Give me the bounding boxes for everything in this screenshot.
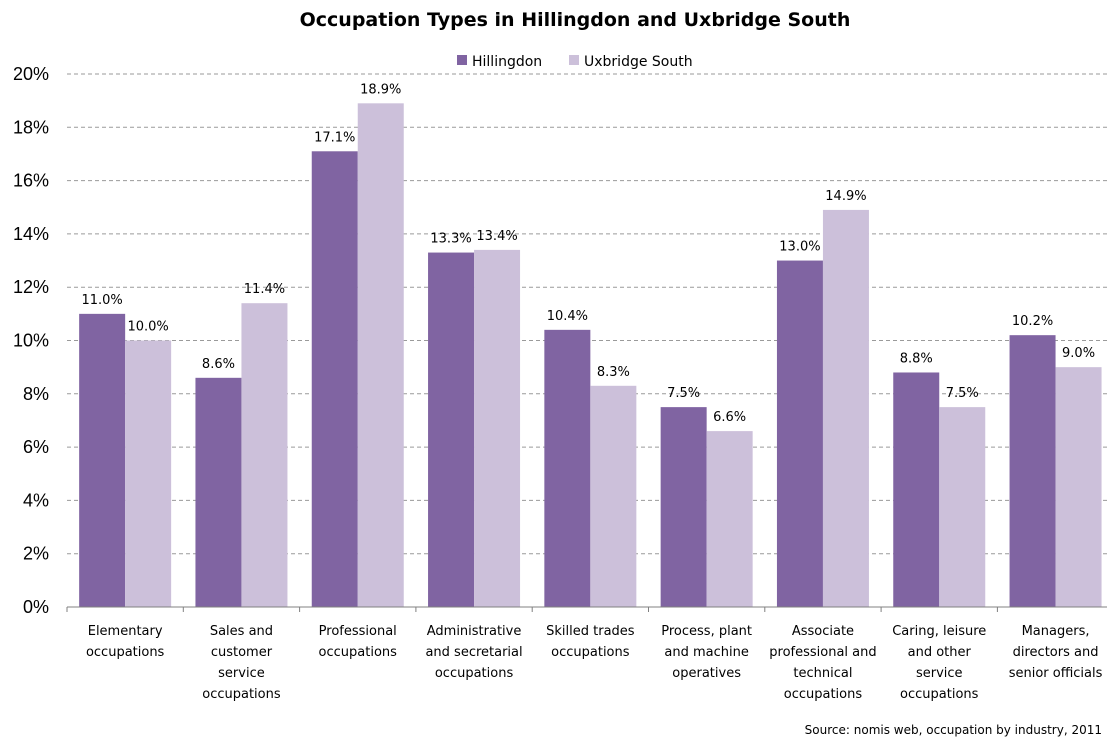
x-category-label-line: directors and xyxy=(1013,645,1099,660)
data-label-hillingdon: 13.0% xyxy=(779,240,820,255)
x-category-label-line: and secretarial xyxy=(425,645,522,660)
x-category-label-line: Sales and xyxy=(210,624,273,639)
y-tick-label: 6% xyxy=(23,437,49,457)
y-tick-label: 12% xyxy=(13,277,49,297)
x-category-label-line: occupations xyxy=(551,645,630,660)
x-category-label-line: Process, plant xyxy=(661,624,752,639)
y-tick-label: 4% xyxy=(23,490,49,510)
x-category-label: Skilled trades occupations xyxy=(546,624,635,660)
legend-swatch-uxbridge-south xyxy=(569,55,579,65)
x-category-label-line: occupations xyxy=(435,666,514,681)
bar-uxbridge-south xyxy=(1055,367,1102,607)
x-category-label-line: Elementary xyxy=(88,624,163,639)
y-tick-label: 14% xyxy=(13,224,49,244)
x-category-label-line: service xyxy=(218,666,265,681)
x-category-label: Caring, leisure and other service occupatio… xyxy=(892,624,986,702)
bar-uxbridge-south xyxy=(706,431,753,607)
bar-hillingdon xyxy=(195,377,242,607)
data-label-uxbridge-south: 11.4% xyxy=(244,282,285,297)
x-category-label-line: customer xyxy=(211,645,273,660)
y-tick-label: 16% xyxy=(13,171,49,191)
x-category-label-line: occupations xyxy=(900,687,979,702)
x-category-label-line: occupations xyxy=(86,645,165,660)
data-labels: 11.0% 10.0% 8.6% 11.4% 17.1% 18.9% 13.3% 13.4% 1… xyxy=(81,82,1095,425)
x-category-label: Administrative and secretarial occupations xyxy=(425,624,522,681)
data-label-uxbridge-south: 9.0% xyxy=(1062,346,1095,361)
bar-uxbridge-south xyxy=(590,385,637,607)
x-category-label-line: Skilled trades xyxy=(546,624,635,639)
x-category-label: Professional occupations xyxy=(319,624,398,660)
bar-uxbridge-south xyxy=(939,407,986,607)
x-category-label-line: occupations xyxy=(784,687,863,702)
x-category-label: Sales and customer service occupations xyxy=(202,624,281,702)
data-label-uxbridge-south: 6.6% xyxy=(713,410,746,425)
data-label-hillingdon: 11.0% xyxy=(81,293,122,308)
x-category-label: Associate professional and technical occupa… xyxy=(769,624,876,702)
data-label-uxbridge-south: 7.5% xyxy=(946,386,979,401)
legend-label-hillingdon: Hillingdon xyxy=(472,54,542,70)
x-category-label-line: operatives xyxy=(672,666,741,681)
data-label-uxbridge-south: 8.3% xyxy=(597,365,630,380)
data-label-hillingdon: 10.4% xyxy=(547,309,588,324)
x-axis-category-labels: Elementary occupations Sales and customer se… xyxy=(86,624,1103,702)
x-category-label-line: Professional xyxy=(319,624,397,639)
data-label-uxbridge-south: 14.9% xyxy=(825,189,866,204)
data-label-uxbridge-south: 13.4% xyxy=(476,229,517,244)
x-category-label-line: Associate xyxy=(792,624,854,639)
y-axis-tick-labels: 0% 2% 4% 6% 8% 10% 12% 14% 16% 18% 20% xyxy=(13,64,49,617)
bar-hillingdon xyxy=(1009,335,1056,607)
legend: Hillingdon Uxbridge South xyxy=(457,54,693,70)
bar-hillingdon xyxy=(311,151,358,607)
data-label-hillingdon: 8.8% xyxy=(900,351,933,366)
x-category-label-line: service xyxy=(916,666,963,681)
bar-hillingdon xyxy=(428,252,475,607)
x-category-label-line: and other xyxy=(908,645,972,660)
data-label-hillingdon: 7.5% xyxy=(667,386,700,401)
bar-uxbridge-south xyxy=(357,103,404,607)
y-tick-label: 8% xyxy=(23,384,49,404)
bar-uxbridge-south xyxy=(125,340,172,607)
x-category-label-line: technical xyxy=(793,666,852,681)
x-category-label-line: professional and xyxy=(769,645,876,660)
x-category-label-line: occupations xyxy=(319,645,398,660)
x-category-label: Elementary occupations xyxy=(86,624,165,660)
x-category-label-line: Administrative xyxy=(427,624,522,639)
bar-uxbridge-south xyxy=(474,249,521,607)
data-label-uxbridge-south: 10.0% xyxy=(127,320,168,335)
data-label-hillingdon: 10.2% xyxy=(1012,314,1053,329)
chart-title: Occupation Types in Hillingdon and Uxbri… xyxy=(300,9,851,31)
x-category-label-line: occupations xyxy=(202,687,281,702)
x-category-label-line: Managers, xyxy=(1022,624,1090,639)
x-category-label: Process, plant and machine operatives xyxy=(661,624,752,681)
source-note: Source: nomis web, occupation by industr… xyxy=(805,723,1102,737)
bar-hillingdon xyxy=(79,313,126,607)
bar-hillingdon xyxy=(776,260,823,607)
bar-hillingdon xyxy=(893,372,940,607)
y-tick-label: 20% xyxy=(13,64,49,84)
x-axis-tick-marks xyxy=(66,607,998,612)
bar-uxbridge-south xyxy=(241,303,288,607)
data-label-hillingdon: 8.6% xyxy=(202,357,235,372)
bar-uxbridge-south xyxy=(822,209,869,608)
y-tick-label: 2% xyxy=(23,544,49,564)
data-label-hillingdon: 17.1% xyxy=(314,130,355,145)
y-tick-label: 18% xyxy=(13,117,49,137)
bar-hillingdon xyxy=(660,407,707,607)
legend-swatch-hillingdon xyxy=(457,55,467,65)
bar-hillingdon xyxy=(544,329,591,607)
bars xyxy=(79,103,1102,608)
x-category-label-line: senior officials xyxy=(1009,666,1103,681)
data-label-uxbridge-south: 18.9% xyxy=(360,82,401,97)
legend-label-uxbridge-south: Uxbridge South xyxy=(584,54,693,70)
x-category-label-line: Caring, leisure xyxy=(892,624,986,639)
x-category-label-line: and machine xyxy=(664,645,748,660)
x-category-label: Managers, directors and senior officials xyxy=(1009,624,1103,681)
y-tick-label: 10% xyxy=(13,331,49,351)
data-label-hillingdon: 13.3% xyxy=(430,232,471,247)
y-tick-label: 0% xyxy=(23,597,49,617)
